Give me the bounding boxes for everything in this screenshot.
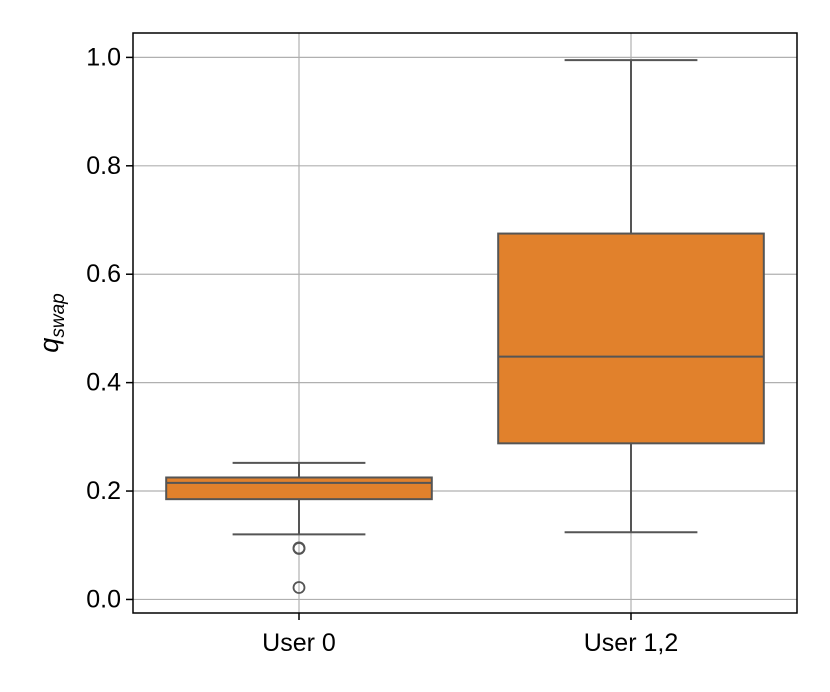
x-axis-ticks: User 0 User 1,2	[262, 613, 678, 657]
outlier-point-0-1	[292, 542, 306, 555]
y-tick-label-0: 0.0	[86, 585, 121, 613]
y-tick-label-1: 0.2	[86, 477, 121, 505]
y-axis-label-subscript: swap	[48, 293, 69, 337]
box-iqr-0	[165, 476, 433, 501]
y-axis-label: qswap	[34, 293, 69, 352]
y-tick-label-4: 0.8	[86, 152, 121, 180]
x-tick-label-0: User 0	[262, 629, 336, 657]
y-tick-label-3: 0.6	[86, 260, 121, 288]
box-group-1	[497, 59, 765, 534]
y-tick-label-5: 1.0	[86, 43, 121, 71]
y-tick-label-2: 0.4	[86, 369, 121, 397]
boxes	[165, 59, 765, 594]
outlier-point-0-2	[292, 581, 306, 594]
x-tick-label-1: User 1,2	[584, 629, 678, 657]
box-iqr-1	[497, 232, 765, 445]
plot-frame	[132, 32, 798, 614]
y-axis-ticks: 0.0 0.2 0.4 0.6 0.8 1.0	[86, 43, 133, 613]
y-axis-label-base: q	[34, 338, 64, 353]
box-group-0	[165, 461, 433, 594]
